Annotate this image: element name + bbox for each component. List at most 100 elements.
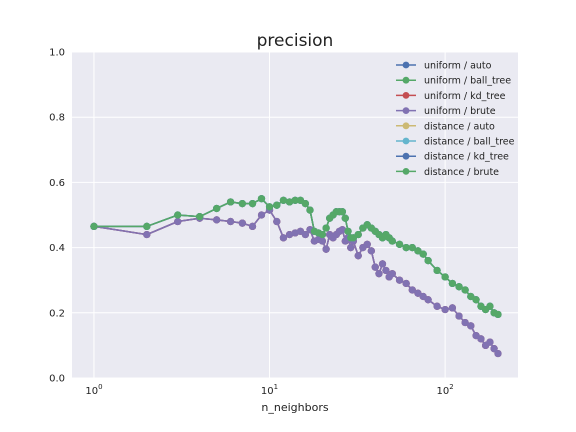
- tick-labels: 0.0 0.2 0.4 0.6 0.8 1.0 100 101 102: [49, 48, 454, 398]
- data-point: [322, 245, 330, 253]
- legend-label: distance / auto: [424, 121, 495, 132]
- x-tick-label: 100: [85, 383, 102, 397]
- data-point: [338, 226, 347, 234]
- data-point: [273, 201, 281, 209]
- data-point: [318, 230, 326, 239]
- y-tick-label: 0.2: [49, 308, 65, 319]
- data-point: [441, 273, 449, 281]
- data-point: [213, 204, 221, 213]
- data-point: [265, 203, 274, 211]
- data-point: [285, 198, 294, 206]
- data-point: [238, 199, 246, 208]
- data-point: [455, 312, 463, 320]
- data-point: [424, 257, 432, 265]
- data-point: [273, 217, 281, 226]
- data-point: [347, 244, 355, 252]
- data-point: [414, 289, 422, 297]
- chart-title: precision: [257, 31, 334, 51]
- data-point: [301, 199, 309, 208]
- legend-marker: [402, 76, 410, 84]
- data-point: [414, 247, 422, 255]
- x-tick-label: 101: [261, 383, 278, 397]
- series-lines: [90, 195, 502, 358]
- legend-marker: [402, 137, 410, 145]
- data-point: [494, 349, 502, 358]
- data-point: [322, 224, 330, 232]
- data-point: [388, 270, 396, 278]
- data-point: [306, 206, 314, 214]
- data-point: [433, 302, 441, 310]
- data-point: [433, 266, 441, 275]
- data-point: [363, 240, 371, 248]
- y-tick-label: 1.0: [49, 48, 65, 59]
- data-point: [196, 213, 204, 221]
- data-point: [354, 252, 362, 260]
- data-point: [238, 219, 246, 227]
- legend-item: uniform / kd_tree: [396, 91, 506, 102]
- legend-marker: [402, 107, 410, 114]
- data-point: [344, 227, 352, 235]
- data-point: [388, 237, 396, 245]
- legend-label: distance / brute: [424, 167, 499, 178]
- data-point: [279, 234, 288, 242]
- data-point: [467, 322, 475, 330]
- legend-label: uniform / brute: [424, 106, 496, 117]
- legend-label: distance / ball_tree: [424, 137, 515, 148]
- data-point: [375, 270, 383, 278]
- legend-item: uniform / ball_tree: [396, 76, 511, 87]
- y-tick-label: 0.4: [49, 243, 65, 254]
- data-point: [419, 250, 427, 258]
- data-point: [408, 286, 416, 294]
- grid: [72, 51, 518, 379]
- data-point: [143, 222, 151, 231]
- data-point: [490, 345, 498, 353]
- data-point: [486, 302, 494, 310]
- data-point: [90, 222, 98, 231]
- legend: uniform / auto uniform / ball_treeuniform…: [396, 61, 515, 178]
- y-tick-label: 0.6: [49, 178, 65, 189]
- data-point: [461, 318, 469, 327]
- data-point: [285, 230, 294, 239]
- data-point: [226, 198, 235, 206]
- legend-label: uniform / kd_tree: [424, 91, 506, 102]
- data-point: [441, 305, 449, 314]
- data-point: [318, 237, 326, 245]
- legend-marker: [402, 122, 410, 130]
- legend-label: uniform / auto: [424, 61, 492, 72]
- data-point: [378, 260, 387, 268]
- data-point: [341, 214, 349, 222]
- legend-item: uniform / brute: [396, 106, 496, 117]
- data-point: [477, 335, 485, 343]
- data-point: [448, 304, 457, 312]
- legend-marker: [402, 61, 410, 69]
- data-point: [486, 338, 494, 346]
- data-point: [248, 222, 257, 231]
- legend-item: distance / brute: [396, 167, 499, 178]
- data-point: [494, 310, 502, 319]
- data-point: [467, 292, 475, 301]
- data-point: [338, 208, 347, 216]
- legend-item: distance / kd_tree: [396, 152, 509, 163]
- data-point: [461, 286, 469, 294]
- legend-item: distance / auto: [396, 121, 495, 132]
- plot-area: [72, 52, 518, 378]
- x-tick-label: 102: [437, 383, 454, 397]
- data-point: [257, 195, 266, 203]
- data-point: [402, 279, 410, 288]
- data-point: [395, 240, 404, 248]
- data-point: [402, 244, 410, 252]
- y-tick-label: 0.8: [49, 113, 65, 124]
- data-point: [279, 196, 288, 204]
- data-point: [472, 296, 480, 304]
- data-point: [226, 217, 235, 226]
- data-point: [248, 199, 257, 208]
- legend-marker: [402, 152, 410, 160]
- data-point: [174, 211, 182, 219]
- data-point: [367, 247, 375, 255]
- data-point: [174, 217, 182, 226]
- x-axis-label: n_neighbors: [261, 401, 328, 414]
- series-distance-brute: [90, 195, 502, 319]
- data-point: [257, 211, 266, 219]
- legend-item: distance / ball_tree: [396, 137, 515, 148]
